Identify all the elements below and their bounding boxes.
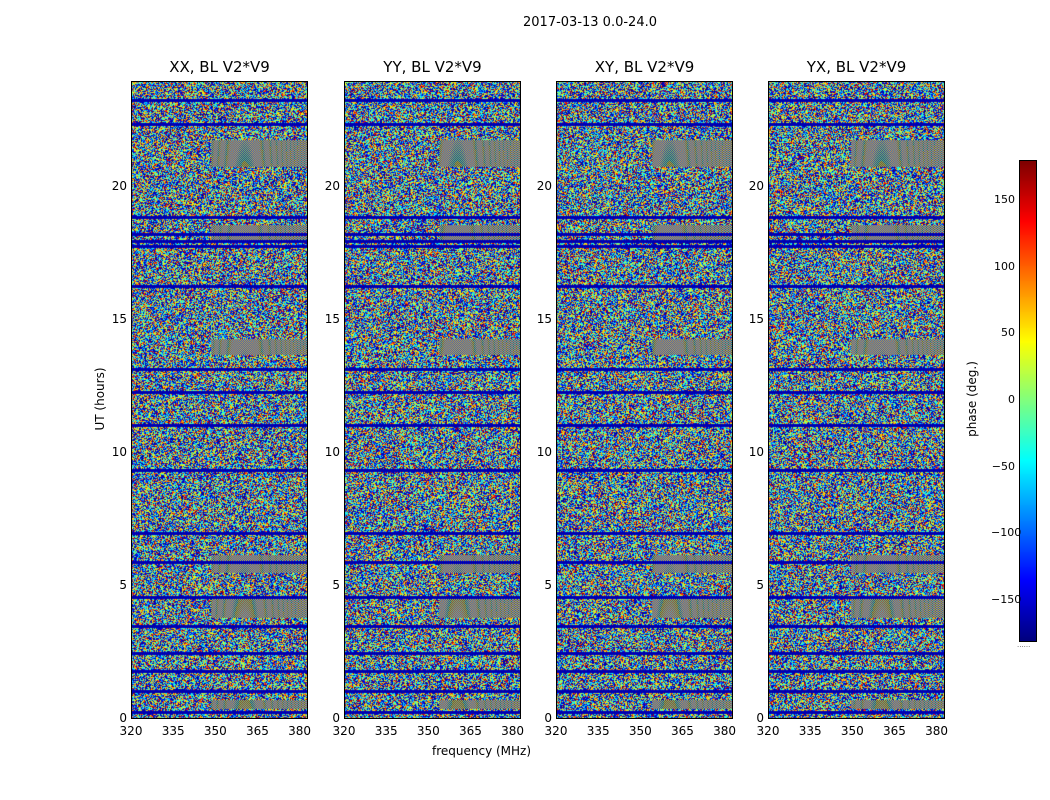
x-tick-label: 320 (119, 724, 143, 738)
y-tick-label: 0 (544, 711, 552, 725)
x-tick-label: 335 (798, 724, 822, 738)
colorbar (1019, 160, 1037, 642)
heatmap-yx (768, 81, 945, 719)
x-tick-label: 350 (840, 724, 864, 738)
x-tick-label: 350 (416, 724, 440, 738)
y-tick-label: 10 (748, 445, 764, 460)
x-tick-label: 320 (332, 724, 356, 738)
x-tick-label: 350 (628, 724, 652, 738)
colorbar-tick-label: 150 (994, 193, 1015, 206)
y-tick-label: 20 (324, 179, 340, 194)
x-tick-label: 380 (288, 724, 312, 738)
heatmap-xx (131, 81, 308, 719)
y-tick-label: 20 (748, 179, 764, 194)
y-tick-label: 5 (544, 578, 552, 593)
heatmap-xy (556, 81, 733, 719)
colorbar-offset-text: ...... (1017, 641, 1031, 649)
heatmap-yy (344, 81, 521, 719)
y-tick-label: 20 (536, 179, 552, 194)
x-tick-label: 365 (882, 724, 906, 738)
x-tick-label: 335 (374, 724, 398, 738)
colorbar-tick-label: −50 (991, 459, 1015, 473)
y-tick-label: 0 (119, 711, 127, 725)
y-tick-label: 5 (756, 578, 764, 593)
colorbar-label: phase (deg.) (965, 361, 979, 437)
panel-title-xx: XX, BL V2*V9 (169, 58, 270, 76)
y-tick-label: 5 (332, 578, 340, 593)
panel-title-yy: YY, BL V2*V9 (383, 58, 482, 76)
x-tick-label: 380 (925, 724, 949, 738)
y-tick-label: 15 (111, 312, 127, 327)
y-tick-label: 0 (332, 711, 340, 725)
colorbar-tick-label: 100 (994, 259, 1015, 273)
colorbar-tick-label: 50 (1001, 326, 1015, 340)
x-tick-label: 380 (501, 724, 525, 738)
x-tick-label: 335 (586, 724, 610, 738)
panel-title-yx: YX, BL V2*V9 (806, 58, 907, 76)
y-tick-label: 15 (536, 312, 552, 327)
y-tick-label: 0 (756, 711, 764, 725)
figure-title: 2017-03-13 0.0-24.0 (523, 15, 657, 30)
x-tick-label: 365 (245, 724, 269, 738)
x-tick-label: 335 (161, 724, 185, 738)
colorbar-tick-label: −150 (991, 593, 1022, 606)
x-tick-label: 320 (544, 724, 568, 738)
y-tick-label: 15 (324, 312, 340, 327)
y-tick-label: 10 (536, 445, 552, 460)
x-tick-label: 365 (458, 724, 482, 738)
x-tick-label: 365 (670, 724, 694, 738)
colorbar-tick-label: 0 (1008, 393, 1015, 406)
x-tick-label: 380 (713, 724, 737, 738)
y-tick-label: 10 (111, 445, 127, 460)
x-tick-label: 350 (203, 724, 227, 738)
y-axis-label: UT (hours) (93, 367, 107, 431)
y-tick-label: 5 (119, 578, 127, 593)
colorbar-tick-label: −100 (991, 526, 1022, 540)
y-tick-label: 20 (111, 179, 127, 194)
panel-title-xy: XY, BL V2*V9 (594, 58, 695, 76)
x-axis-label: frequency (MHz) (432, 744, 532, 758)
y-tick-label: 10 (324, 445, 340, 460)
x-tick-label: 320 (756, 724, 780, 738)
y-tick-label: 15 (748, 312, 764, 327)
